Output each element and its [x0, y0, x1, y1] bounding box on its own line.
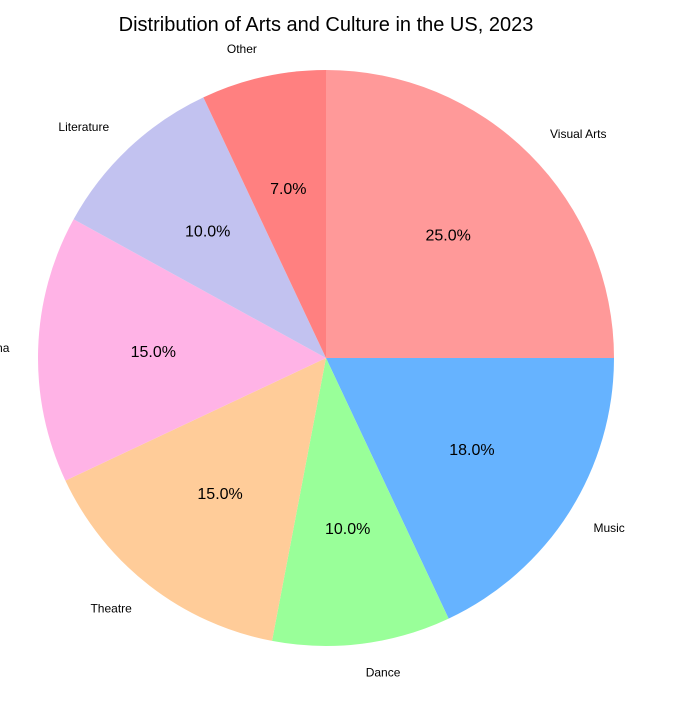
pie-slice-theatre — [65, 358, 326, 641]
pie-slice-music — [326, 358, 614, 619]
pie-slice-cinema — [37, 219, 327, 481]
pct-label-other: 7.0% — [270, 181, 306, 198]
category-label-literature: Literature — [58, 120, 109, 134]
category-label-other: Other — [227, 42, 257, 56]
pie-slice-other — [203, 70, 326, 358]
pie-slice-literature — [73, 97, 327, 358]
pie-slice-dance — [272, 358, 449, 647]
pct-label-cinema: 15.0% — [131, 344, 176, 361]
pct-label-theatre: 15.0% — [197, 486, 242, 503]
pct-label-music: 18.0% — [449, 442, 494, 459]
category-label-music: Music — [593, 521, 624, 535]
pct-label-visual-arts: 25.0% — [426, 227, 471, 244]
category-label-visual-arts: Visual Arts — [550, 127, 606, 141]
category-label-dance: Dance — [366, 665, 401, 679]
pie-slices — [37, 70, 614, 647]
chart-title: Distribution of Arts and Culture in the … — [118, 14, 534, 36]
pie-slice-visual-arts — [326, 70, 614, 358]
pct-label-dance: 10.0% — [325, 521, 370, 538]
pie-labels: 25.0% Visual Arts 18.0% Music 10.0% Dance 15.0… — [0, 42, 625, 679]
category-label-theatre: Theatre — [90, 601, 132, 615]
pct-label-literature: 10.0% — [185, 224, 230, 241]
category-label-cinema: Cinema — [0, 341, 10, 355]
